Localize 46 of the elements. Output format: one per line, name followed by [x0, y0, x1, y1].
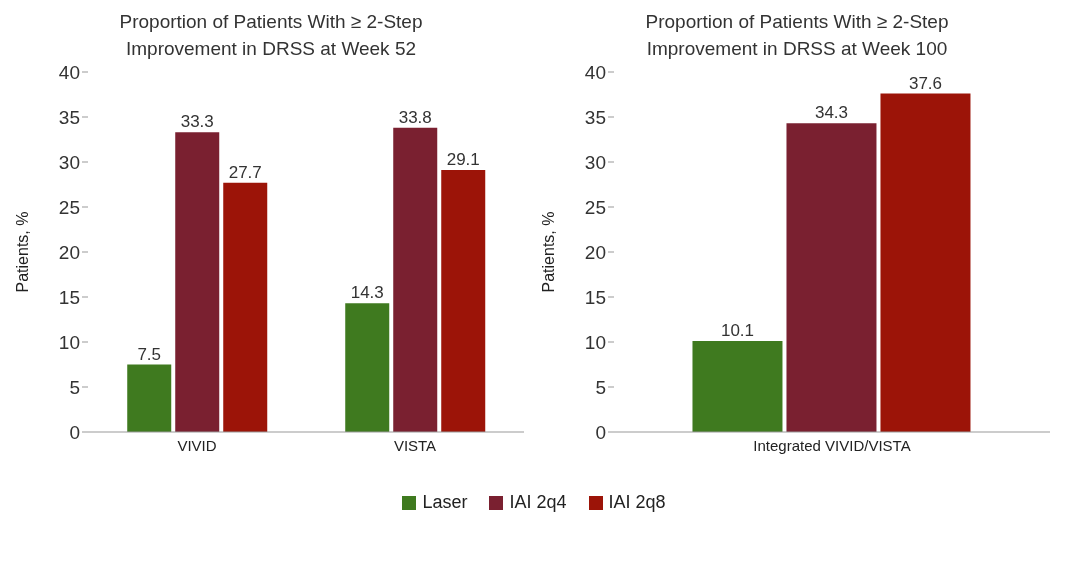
y-tick-label: 25 — [58, 196, 80, 218]
y-tick-label: 35 — [584, 106, 606, 128]
y-tick-label: 40 — [58, 61, 80, 83]
y-tick-label: 25 — [584, 196, 606, 218]
bar — [175, 132, 220, 432]
data-label: 7.5 — [137, 344, 162, 364]
data-label: 34.3 — [814, 103, 849, 123]
chart-title: Proportion of Patients With ≥ 2-Step Improvement in DRSS at Week 100 — [644, 10, 950, 61]
data-label: 27.7 — [228, 162, 262, 182]
legend-label: IAI 2q4 — [509, 492, 567, 513]
y-tick-label: 40 — [584, 61, 606, 83]
data-label: 14.3 — [350, 283, 384, 303]
data-label: 33.3 — [180, 112, 214, 132]
x-tick-label: Integrated VIVID/VISTA — [753, 436, 911, 454]
y-tick-label: 5 — [69, 376, 80, 398]
y-tick-label: 30 — [584, 151, 606, 173]
y-tick-label: 20 — [584, 241, 606, 263]
y-tick-label: 0 — [595, 421, 606, 443]
y-tick-label: 10 — [58, 331, 80, 353]
y-tick-label: 15 — [584, 286, 606, 308]
y-tick-label: 5 — [595, 376, 606, 398]
y-axis-title: Patients, % — [539, 211, 557, 293]
bar — [441, 170, 486, 432]
y-tick-label: 10 — [584, 331, 606, 353]
y-tick-label: 20 — [58, 241, 80, 263]
legend-label: Laser — [422, 492, 468, 513]
y-axis-title: Patients, % — [13, 211, 31, 293]
data-label: 33.8 — [398, 107, 432, 127]
chart-title: Proportion of Patients With ≥ 2-Step Improvement in DRSS at Week 52 — [118, 10, 424, 61]
x-tick-label: VISTA — [393, 436, 437, 454]
y-tick-label: 0 — [69, 421, 80, 443]
bar — [345, 303, 390, 432]
data-label: 29.1 — [446, 150, 480, 170]
bar — [692, 341, 783, 432]
bar — [223, 182, 268, 432]
y-tick-label: 30 — [58, 151, 80, 173]
bar — [393, 127, 438, 432]
y-tick-label: 35 — [58, 106, 80, 128]
data-label: 37.6 — [908, 73, 943, 93]
bar — [880, 93, 971, 432]
bar — [786, 123, 877, 432]
x-tick-label: VIVID — [177, 436, 217, 454]
legend-label: IAI 2q8 — [608, 492, 666, 513]
bar — [127, 364, 172, 432]
data-label: 10.1 — [720, 321, 755, 341]
y-tick-label: 15 — [58, 286, 80, 308]
